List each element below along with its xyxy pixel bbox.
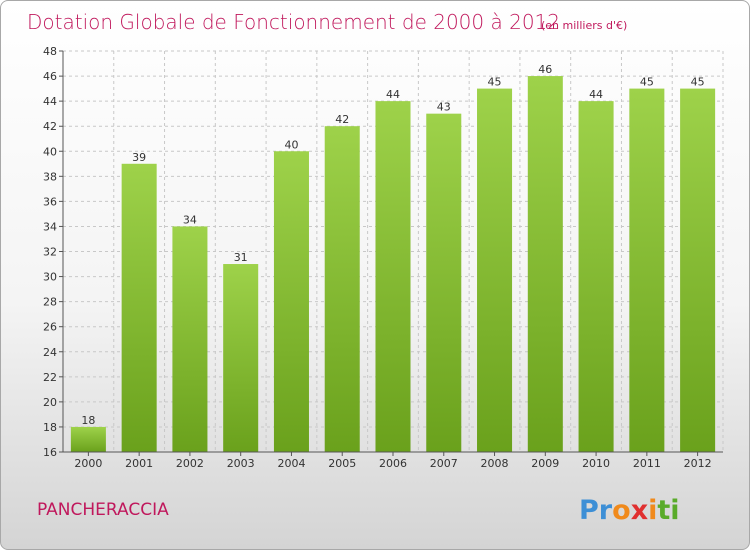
bar-2002 — [172, 226, 208, 452]
x-tick-label: 2010 — [582, 457, 610, 470]
chart-subtitle: (en milliers d'€) — [541, 19, 627, 32]
bar-value-label: 43 — [437, 101, 451, 114]
axes: 16 18 20 22 24 26 28 30 32 34 36 38 40 42 44 46 48 2000 20… — [43, 45, 723, 470]
x-tick-label: 2007 — [430, 457, 458, 470]
x-tick-label: 2006 — [379, 457, 407, 470]
y-tick-label: 32 — [43, 246, 57, 259]
proxiti-logo: Proxiti — [579, 495, 680, 526]
bar-2010 — [578, 101, 614, 452]
bar-value-label: 42 — [335, 113, 349, 126]
y-tick-label: 38 — [43, 170, 57, 183]
chart-title: Dotation Globale de Fonctionnement de 20… — [27, 10, 560, 34]
bar-2012 — [680, 88, 716, 452]
x-tick-label: 2005 — [328, 457, 356, 470]
y-tick-label: 40 — [43, 145, 57, 158]
x-tick-label: 2003 — [227, 457, 255, 470]
bar-2001 — [121, 163, 157, 452]
y-tick-label: 26 — [43, 321, 57, 334]
bar-2000 — [70, 426, 106, 452]
y-tick-label: 20 — [43, 396, 57, 409]
bar-2005 — [324, 126, 360, 452]
x-tick-label: 2002 — [176, 457, 204, 470]
y-tick-label: 28 — [43, 296, 57, 309]
bar-value-label: 31 — [234, 251, 248, 264]
bar-2007 — [426, 113, 462, 452]
x-tick-label: 2004 — [277, 457, 305, 470]
x-tick-label: 2009 — [531, 457, 559, 470]
bar-2004 — [273, 151, 309, 452]
x-tick-label: 2011 — [633, 457, 661, 470]
bar-value-label: 44 — [589, 88, 603, 101]
x-tick-label: 2001 — [125, 457, 153, 470]
y-tick-label: 16 — [43, 446, 57, 459]
y-tick-label: 46 — [43, 70, 57, 83]
bars: 18 39 34 31 40 42 44 43 45 46 44 45 45 — [70, 63, 716, 452]
bar-2006 — [375, 101, 411, 452]
bar-value-label: 34 — [183, 213, 197, 226]
y-tick-label: 48 — [43, 45, 57, 58]
y-tick-label: 22 — [43, 371, 57, 384]
y-tick-label: 36 — [43, 195, 57, 208]
bar-2003 — [223, 264, 259, 452]
y-tick-label: 44 — [43, 95, 57, 108]
bar-value-label: 40 — [284, 138, 298, 151]
x-tick-label: 2000 — [74, 457, 102, 470]
commune-name: PANCHERACCIA — [37, 500, 169, 520]
x-tick-label: 2012 — [684, 457, 712, 470]
logo-text: Proxiti — [579, 495, 680, 526]
bar-value-label: 45 — [488, 76, 502, 89]
bar-value-label: 44 — [386, 88, 400, 101]
bar-value-label: 45 — [691, 76, 705, 89]
bar-2009 — [527, 76, 563, 452]
y-tick-label: 18 — [43, 421, 57, 434]
bar-value-label: 46 — [538, 63, 552, 76]
bar-value-label: 39 — [132, 151, 146, 164]
y-tick-label: 24 — [43, 346, 57, 359]
bar-2011 — [629, 88, 665, 452]
x-tick-label: 2008 — [481, 457, 509, 470]
bar-2008 — [477, 88, 513, 452]
y-tick-label: 34 — [43, 220, 57, 233]
bar-value-label: 18 — [81, 414, 95, 427]
y-tick-label: 30 — [43, 271, 57, 284]
y-tick-label: 42 — [43, 120, 57, 133]
bar-value-label: 45 — [640, 76, 654, 89]
